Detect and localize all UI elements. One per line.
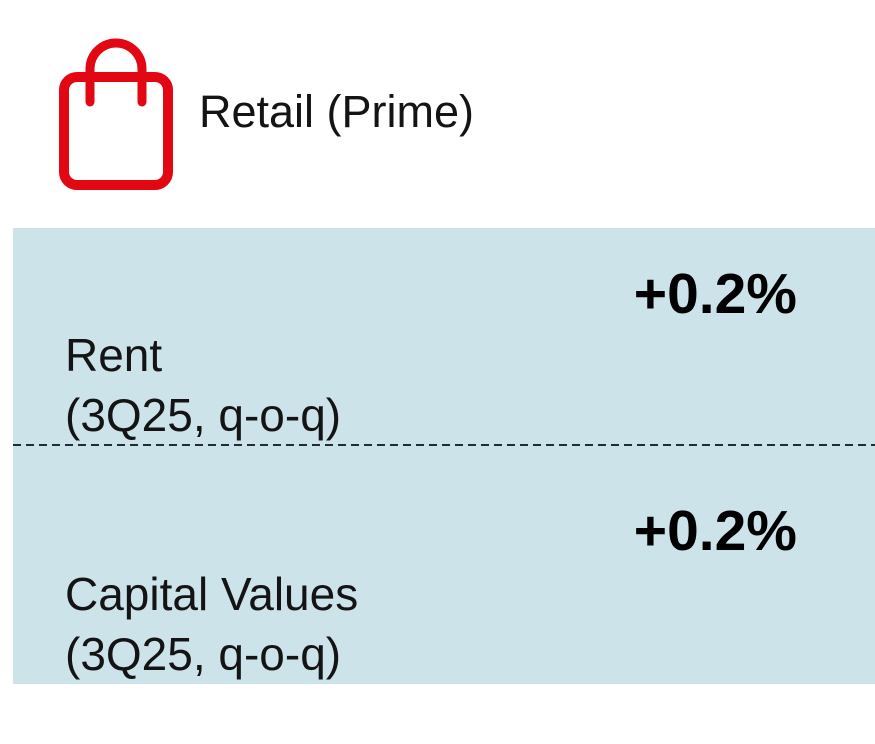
metric-period: (3Q25, q-o-q) xyxy=(65,389,342,441)
metric-value-capital-values: +0.2% xyxy=(633,499,797,563)
metric-label-capital-values: Capital Values (3Q25, q-o-q) xyxy=(65,504,358,744)
shopping-bag-icon xyxy=(59,38,173,190)
metric-value-rent: +0.2% xyxy=(633,262,797,326)
card-title: Retail (Prime) xyxy=(199,86,475,137)
metric-label-rent: Rent (3Q25, q-o-q) xyxy=(65,265,341,505)
metric-name: Rent xyxy=(65,329,163,381)
card-header: Retail (Prime) xyxy=(0,0,875,228)
dashed-divider xyxy=(13,444,875,446)
metrics-panel: Rent (3Q25, q-o-q) +0.2% Capital Values … xyxy=(13,228,875,684)
metric-name: Capital Values xyxy=(65,568,359,620)
metric-period: (3Q25, q-o-q) xyxy=(65,628,342,680)
